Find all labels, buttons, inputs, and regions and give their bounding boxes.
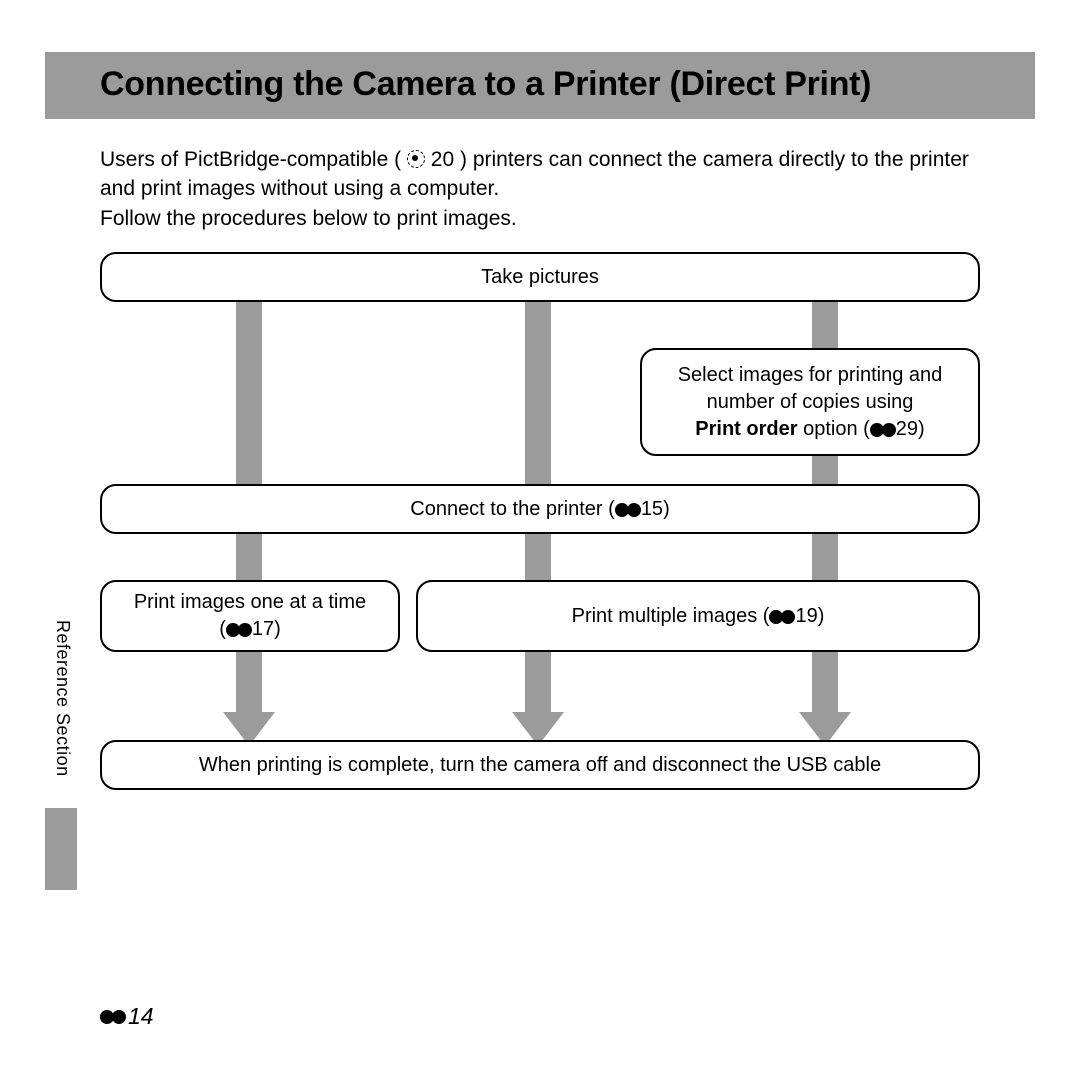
intro-part1: Users of PictBridge-compatible ( [100, 148, 401, 171]
link-icon [100, 1010, 126, 1024]
manual-page: Connecting the Camera to a Printer (Dire… [0, 0, 1080, 1080]
page-number: 14 [100, 1003, 154, 1030]
node-label: Select images for printing and number of… [678, 362, 943, 443]
link-icon [226, 623, 252, 637]
node-label: Take pictures [481, 264, 599, 291]
node-label: When printing is complete, turn the came… [199, 752, 881, 779]
link-icon [870, 423, 896, 437]
intro-ref-num: 20 [431, 148, 454, 171]
flow-node-connect: Connect to the printer (15) [100, 484, 980, 534]
section-side-tab [45, 808, 77, 890]
flow-node-done: When printing is complete, turn the came… [100, 740, 980, 790]
node-label: Connect to the printer (15) [410, 496, 669, 523]
reference-icon [407, 150, 425, 168]
link-icon [769, 610, 795, 624]
flowchart: Take pictures Select images for printing… [100, 252, 980, 792]
page-number-value: 14 [128, 1003, 154, 1030]
node-label: Print multiple images (19) [572, 603, 825, 630]
intro-text: Users of PictBridge-compatible ( 20 ) pr… [100, 145, 1005, 233]
section-side-label: Reference Section [52, 620, 73, 777]
page-title: Connecting the Camera to a Printer (Dire… [100, 65, 871, 104]
flow-node-multi: Print multiple images (19) [416, 580, 980, 652]
flow-node-select: Select images for printing and number of… [640, 348, 980, 456]
flow-node-take: Take pictures [100, 252, 980, 302]
link-icon [615, 503, 641, 517]
flow-node-one: Print images one at a time (17) [100, 580, 400, 652]
node-label: Print images one at a time (17) [134, 589, 366, 643]
intro-line2: Follow the procedures below to print ima… [100, 207, 517, 230]
